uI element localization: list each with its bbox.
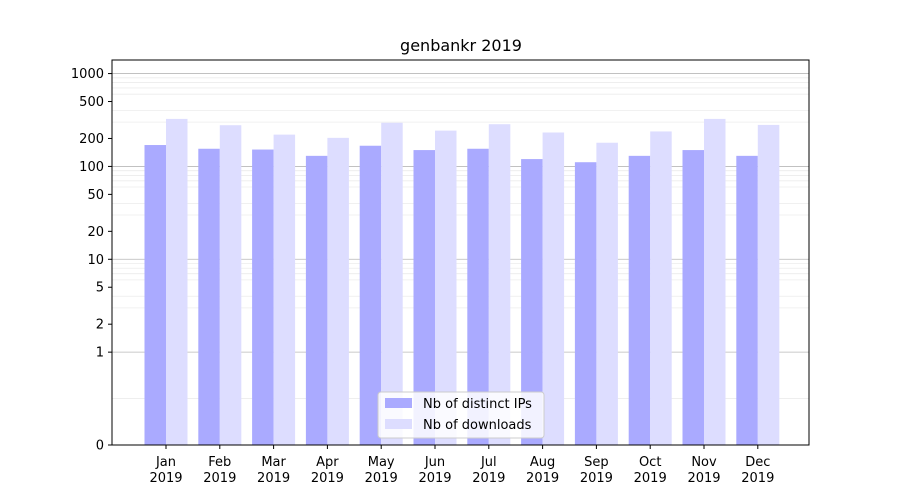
y-axis: 0 1 2 5 10 20 50 100 200 500 1000 [71, 67, 112, 454]
chart-title: genbankr 2019 [400, 36, 522, 55]
x-tick-label-month: Nov [691, 455, 717, 470]
bar-distinct-ips [574, 162, 597, 445]
bar-downloads [219, 125, 242, 445]
x-tick-label-month: Mar [261, 455, 286, 470]
bar-distinct-ips [198, 148, 220, 446]
x-tick-label-year: 2019 [526, 471, 559, 486]
y-tick-label: 1 [96, 346, 104, 361]
legend-swatch-downloads [385, 419, 412, 429]
bar-downloads [488, 124, 511, 445]
bar-distinct-ips [682, 150, 704, 445]
y-tick-label: 20 [87, 225, 104, 240]
bar-distinct-ips [144, 145, 166, 445]
y-tick-label: 100 [79, 160, 104, 175]
legend-box [377, 391, 545, 439]
bar-distinct-ips [628, 155, 651, 445]
bar-distinct-ips [467, 148, 489, 446]
y-tick-label: 200 [79, 132, 104, 147]
y-tick-label: 2 [96, 318, 104, 333]
bar-downloads [650, 131, 672, 446]
x-tick-label-month: Aug [530, 455, 555, 470]
bar-downloads [381, 122, 403, 445]
x-tick-label-year: 2019 [257, 471, 290, 486]
x-tick-label-year: 2019 [634, 471, 667, 486]
x-tick-label-month: Jul [480, 455, 497, 470]
x-tick-label-year: 2019 [149, 471, 182, 486]
x-tick-label-year: 2019 [203, 471, 236, 486]
x-tick-label-month: Jun [424, 455, 445, 470]
legend-label-distinct-ips: Nb of distinct IPs [423, 397, 532, 412]
x-tick-label-month: Apr [316, 455, 339, 470]
y-tick-label: 0 [96, 439, 104, 454]
x-tick-label-year: 2019 [311, 471, 344, 486]
x-tick-label-month: Sep [584, 455, 609, 470]
x-tick-label-month: Jan [155, 455, 176, 470]
y-tick-label: 10 [87, 253, 104, 268]
x-tick-label-month: Dec [745, 455, 770, 470]
x-tick-label-month: Oct [639, 455, 661, 470]
y-tick-label: 500 [79, 95, 104, 110]
bars [144, 118, 780, 446]
legend: Nb of distinct IPs Nb of downloads [377, 391, 545, 439]
y-tick-label: 5 [96, 281, 104, 296]
x-tick-label-year: 2019 [365, 471, 398, 486]
bar-downloads [596, 142, 618, 445]
bar-distinct-ips [736, 155, 758, 445]
x-tick-label-month: May [368, 455, 395, 470]
legend-swatch-distinct-ips [385, 398, 412, 408]
bar-distinct-ips [413, 150, 435, 445]
bar-distinct-ips [521, 159, 543, 445]
x-tick-label-year: 2019 [741, 471, 774, 486]
bar-downloads [273, 134, 296, 445]
x-tick-label-year: 2019 [472, 471, 505, 486]
bar-distinct-ips [359, 145, 382, 445]
x-tick-label-month: Feb [208, 455, 231, 470]
bar-downloads [757, 124, 780, 446]
x-tick-label-year: 2019 [687, 471, 720, 486]
x-axis: Jan2019Feb2019Mar2019Apr2019May2019Jun20… [149, 445, 774, 486]
bar-distinct-ips [305, 155, 328, 445]
legend-label-downloads: Nb of downloads [423, 418, 532, 433]
bar-downloads [542, 132, 565, 445]
bar-downloads [327, 137, 349, 445]
bar-distinct-ips [252, 149, 274, 445]
bar-downloads [704, 118, 726, 445]
x-tick-label-year: 2019 [580, 471, 613, 486]
plot-frame [111, 59, 810, 446]
x-tick-label-year: 2019 [418, 471, 451, 486]
bar-downloads [166, 118, 188, 445]
bar-downloads [435, 130, 457, 446]
y-tick-label: 50 [87, 188, 104, 203]
y-tick-label: 1000 [71, 67, 104, 82]
